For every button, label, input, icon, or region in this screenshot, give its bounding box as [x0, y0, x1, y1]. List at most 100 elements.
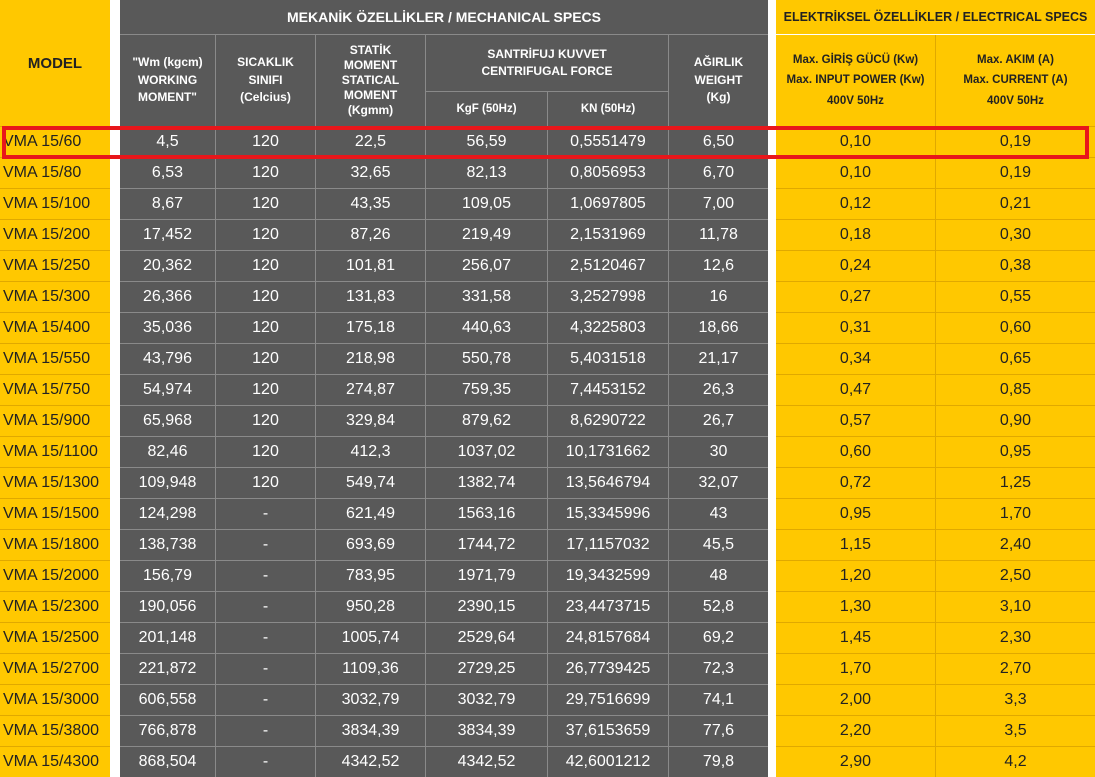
cell-weight: 48: [669, 560, 768, 591]
cell-kgf: 2729,25: [426, 653, 548, 684]
cell-kn: 5,4031518: [548, 343, 669, 374]
cell-current: 2,70: [936, 653, 1095, 684]
cell-heat: 120: [216, 312, 316, 343]
cell-static: 1109,36: [316, 653, 426, 684]
cell-current: 0,55: [936, 281, 1095, 312]
table-row: VMA 15/4300 868,504-4342,52 4342,52 42,6001…: [0, 746, 1095, 777]
cell-static: 1005,74: [316, 622, 426, 653]
cell-power: 2,20: [776, 715, 936, 746]
cell-current: 0,65: [936, 343, 1095, 374]
cell-weight: 30: [669, 436, 768, 467]
cell-kn: 24,8157684: [548, 622, 669, 653]
cell-power: 0,57: [776, 405, 936, 436]
header-kgf: KgF (50Hz): [426, 91, 548, 126]
cell-weight: 43: [669, 498, 768, 529]
cell-model: VMA 15/750: [0, 374, 110, 405]
cell-current: 0,19: [936, 126, 1095, 157]
cell-kgf: 1563,16: [426, 498, 548, 529]
cell-model: VMA 15/300: [0, 281, 110, 312]
cell-model: VMA 15/2700: [0, 653, 110, 684]
cell-wm: 4,5: [120, 126, 216, 157]
cell-power: 0,60: [776, 436, 936, 467]
cell-kgf: 1971,79: [426, 560, 548, 591]
cell-kgf: 4342,52: [426, 746, 548, 777]
cell-current: 2,30: [936, 622, 1095, 653]
cell-weight: 11,78: [669, 219, 768, 250]
cell-power: 1,45: [776, 622, 936, 653]
cell-heat: -: [216, 622, 316, 653]
cell-current: 0,85: [936, 374, 1095, 405]
cell-kn: 2,5120467: [548, 250, 669, 281]
cell-kgf: 2390,15: [426, 591, 548, 622]
header-input-power: Max. GİRİŞ GÜCÜ (Kw) Max. INPUT POWER (K…: [776, 35, 936, 126]
column-gap-right: [768, 0, 776, 770]
cell-current: 3,3: [936, 684, 1095, 715]
cell-static: 412,3: [316, 436, 426, 467]
header-model: MODEL: [0, 0, 110, 126]
cell-kn: 4,3225803: [548, 312, 669, 343]
cell-weight: 26,7: [669, 405, 768, 436]
cell-weight: 26,3: [669, 374, 768, 405]
cell-heat: 120: [216, 250, 316, 281]
table-row: VMA 15/100 8,67 120 43,35 109,05 1,0697805 7,0…: [0, 188, 1095, 219]
cell-weight: 45,5: [669, 529, 768, 560]
cell-kgf: 550,78: [426, 343, 548, 374]
header-current: Max. AKIM (A) Max. CURRENT (A) 400V 50Hz: [936, 35, 1095, 126]
cell-power: 0,10: [776, 126, 936, 157]
cell-wm: 20,362: [120, 250, 216, 281]
cell-static: 549,74: [316, 467, 426, 498]
cell-heat: -: [216, 529, 316, 560]
cell-wm: 868,504: [120, 746, 216, 777]
table-row: VMA 15/60 4,5 120 22,5 56,59 0,5551479 6,50 0,1…: [0, 126, 1095, 157]
cell-kgf: 219,49: [426, 219, 548, 250]
cell-model: VMA 15/4300: [0, 746, 110, 777]
cell-model: VMA 15/400: [0, 312, 110, 343]
cell-current: 4,2: [936, 746, 1095, 777]
cell-heat: -: [216, 684, 316, 715]
cell-wm: 6,53: [120, 157, 216, 188]
cell-static: 950,28: [316, 591, 426, 622]
column-gap-left: [110, 0, 120, 770]
cell-model: VMA 15/250: [0, 250, 110, 281]
cell-static: 621,49: [316, 498, 426, 529]
cell-static: 783,95: [316, 560, 426, 591]
cell-kn: 23,4473715: [548, 591, 669, 622]
cell-weight: 16: [669, 281, 768, 312]
cell-kgf: 1744,72: [426, 529, 548, 560]
cell-model: VMA 15/900: [0, 405, 110, 436]
cell-power: 0,72: [776, 467, 936, 498]
cell-weight: 18,66: [669, 312, 768, 343]
cell-kgf: 109,05: [426, 188, 548, 219]
cell-power: 0,18: [776, 219, 936, 250]
cell-weight: 79,8: [669, 746, 768, 777]
table-row: VMA 15/1300 109,948 120 549,74 1382,74 13,564…: [0, 467, 1095, 498]
cell-kn: 0,5551479: [548, 126, 669, 157]
cell-wm: 54,974: [120, 374, 216, 405]
cell-current: 0,30: [936, 219, 1095, 250]
cell-wm: 124,298: [120, 498, 216, 529]
cell-heat: 120: [216, 467, 316, 498]
cell-kgf: 256,07: [426, 250, 548, 281]
cell-heat: 120: [216, 405, 316, 436]
cell-weight: 52,8: [669, 591, 768, 622]
table-row: VMA 15/1500 124,298-621,49 1563,16 15,33459…: [0, 498, 1095, 529]
cell-static: 175,18: [316, 312, 426, 343]
table-row: VMA 15/1100 82,46 120 412,3 1037,02 10,173166…: [0, 436, 1095, 467]
table-row: VMA 15/3800 766,878-3834,39 3834,39 37,6153…: [0, 715, 1095, 746]
cell-static: 101,81: [316, 250, 426, 281]
cell-current: 0,21: [936, 188, 1095, 219]
cell-model: VMA 15/1800: [0, 529, 110, 560]
cell-static: 4342,52: [316, 746, 426, 777]
cell-static: 131,83: [316, 281, 426, 312]
cell-kgf: 2529,64: [426, 622, 548, 653]
cell-power: 0,34: [776, 343, 936, 374]
cell-wm: 109,948: [120, 467, 216, 498]
cell-heat: 120: [216, 188, 316, 219]
cell-static: 3032,79: [316, 684, 426, 715]
cell-weight: 72,3: [669, 653, 768, 684]
cell-kn: 8,6290722: [548, 405, 669, 436]
cell-kn: 0,8056953: [548, 157, 669, 188]
cell-weight: 12,6: [669, 250, 768, 281]
cell-static: 274,87: [316, 374, 426, 405]
cell-current: 1,25: [936, 467, 1095, 498]
